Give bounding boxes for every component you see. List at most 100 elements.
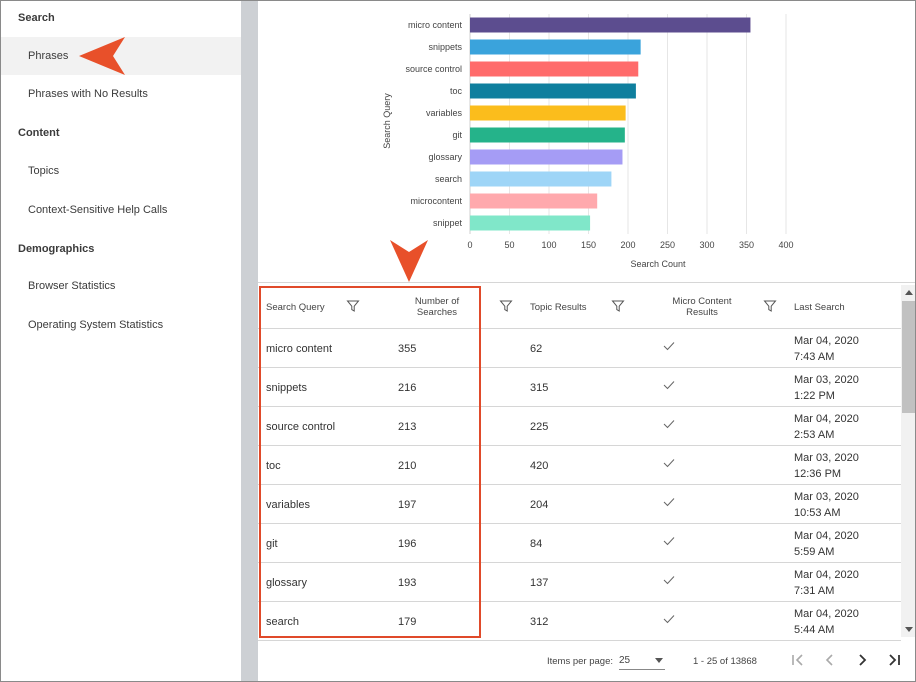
cell-number-of-searches: 213 — [398, 420, 417, 433]
previous-page-icon[interactable] — [822, 652, 838, 668]
cell-last-search: Mar 04, 2020 2:53 AM — [794, 407, 859, 446]
last-page-icon[interactable] — [886, 652, 902, 668]
column-header-topic-results[interactable]: Topic Results — [530, 301, 587, 313]
table-row[interactable]: source control 213 225 Mar 04, 2020 2:53 AM — [258, 407, 901, 446]
last-search-time: 2:53 AM — [794, 428, 835, 441]
cell-topic-results: 420 — [530, 459, 549, 472]
cell-topic-results: 315 — [530, 381, 549, 394]
checkmark-icon — [663, 615, 675, 624]
sidebar-item-context-sensitive-help[interactable]: Context-Sensitive Help Calls — [28, 204, 168, 216]
last-search-time: 10:53 AM — [794, 506, 841, 519]
checkmark-icon — [663, 459, 675, 468]
scroll-up-arrow-icon[interactable] — [905, 290, 913, 295]
last-search-date: Mar 04, 2020 — [794, 607, 859, 620]
last-search-date: Mar 04, 2020 — [794, 334, 859, 347]
table-header: Search Query Number of Searches Topic Re… — [258, 285, 901, 329]
x-tick-label: 100 — [541, 240, 556, 250]
cell-search-query: glossary — [266, 576, 307, 589]
cell-search-query: variables — [266, 498, 311, 511]
sidebar-item-phrases-no-results[interactable]: Phrases with No Results — [28, 88, 148, 100]
sidebar-heading-demographics: Demographics — [18, 243, 95, 255]
cell-number-of-searches: 197 — [398, 498, 417, 511]
sidebar-item-topics[interactable]: Topics — [28, 165, 60, 177]
table-row[interactable]: toc 210 420 Mar 03, 2020 12:36 PM — [258, 446, 901, 485]
x-tick-label: 200 — [620, 240, 635, 250]
sidebar-item-phrases[interactable]: Phrases — [1, 37, 241, 75]
cell-topic-results: 84 — [530, 537, 543, 550]
bar — [470, 39, 641, 55]
cell-topic-results: 62 — [530, 342, 543, 355]
cell-search-query: snippets — [266, 381, 307, 394]
scroll-down-arrow-icon[interactable] — [905, 627, 913, 632]
last-search-date: Mar 04, 2020 — [794, 568, 859, 581]
last-search-time: 1:22 PM — [794, 389, 835, 402]
cell-last-search: Mar 03, 2020 12:36 PM — [794, 446, 859, 485]
table-row[interactable]: variables 197 204 Mar 03, 2020 10:53 AM — [258, 485, 901, 524]
sidebar-item-os-statistics[interactable]: Operating System Statistics — [28, 319, 164, 331]
search-phrases-table: Search Query Number of Searches Topic Re… — [258, 285, 915, 681]
last-search-date: Mar 04, 2020 — [794, 529, 859, 542]
y-tick-label: variables — [426, 108, 463, 118]
table-row[interactable]: micro content 355 62 Mar 04, 2020 7:43 AM — [258, 329, 901, 368]
checkmark-icon — [663, 381, 675, 390]
bar — [470, 61, 639, 77]
scroll-thumb[interactable] — [902, 301, 915, 413]
y-tick-label: git — [452, 130, 462, 140]
y-tick-label: glossary — [428, 152, 462, 162]
column-header-search-query[interactable]: Search Query — [266, 301, 325, 313]
chevron-down-icon — [655, 658, 663, 663]
column-header-micro-content-results[interactable]: Micro Content Results — [672, 296, 732, 318]
cell-last-search: Mar 04, 2020 5:44 AM — [794, 602, 859, 641]
cell-topic-results: 204 — [530, 498, 549, 511]
cell-number-of-searches: 355 — [398, 342, 417, 355]
y-tick-label: source control — [405, 64, 462, 74]
cell-number-of-searches: 196 — [398, 537, 417, 550]
column-header-last-search[interactable]: Last Search — [794, 301, 845, 313]
checkmark-icon — [663, 498, 675, 507]
items-per-page-value: 25 — [619, 655, 631, 666]
items-per-page-label: Items per page: — [547, 656, 614, 667]
items-per-page-select[interactable]: 25 — [619, 652, 665, 670]
table-row[interactable]: git 196 84 Mar 04, 2020 5:59 AM — [258, 524, 901, 563]
filter-icon[interactable] — [611, 299, 625, 313]
filter-icon[interactable] — [499, 299, 513, 313]
cell-number-of-searches: 193 — [398, 576, 417, 589]
last-search-time: 7:43 AM — [794, 350, 835, 363]
y-tick-label: snippet — [433, 218, 463, 228]
sidebar-heading-content: Content — [18, 127, 60, 139]
x-tick-label: 50 — [504, 240, 514, 250]
y-tick-label: microcontent — [410, 196, 462, 206]
last-search-date: Mar 03, 2020 — [794, 373, 859, 386]
filter-icon[interactable] — [763, 299, 777, 313]
column-header-number-of-searches[interactable]: Number of Searches — [414, 296, 460, 318]
x-tick-label: 150 — [581, 240, 596, 250]
y-tick-label: toc — [450, 86, 463, 96]
cell-last-search: Mar 04, 2020 7:43 AM — [794, 329, 859, 368]
filter-icon[interactable] — [346, 299, 360, 313]
bar — [470, 105, 626, 121]
next-page-icon[interactable] — [854, 652, 870, 668]
table-scrollbar[interactable] — [901, 285, 915, 637]
panel-divider[interactable] — [241, 1, 258, 681]
last-search-time: 5:44 AM — [794, 623, 835, 636]
y-tick-label: micro content — [408, 20, 463, 30]
table-row[interactable]: glossary 193 137 Mar 04, 2020 7:31 AM — [258, 563, 901, 602]
sidebar-item-browser-statistics[interactable]: Browser Statistics — [28, 280, 116, 292]
x-tick-label: 250 — [660, 240, 675, 250]
cell-topic-results: 225 — [530, 420, 549, 433]
cell-search-query: search — [266, 615, 300, 628]
paginator: Items per page: 25 1 - 25 of 13868 — [258, 638, 915, 681]
first-page-icon[interactable] — [790, 652, 806, 668]
page-range-label: 1 - 25 of 13868 — [693, 656, 757, 667]
bar — [470, 149, 623, 165]
cell-number-of-searches: 179 — [398, 615, 417, 628]
x-axis-title: Search Count — [630, 259, 686, 269]
last-search-date: Mar 03, 2020 — [794, 490, 859, 503]
cell-last-search: Mar 03, 2020 1:22 PM — [794, 368, 859, 407]
table-row[interactable]: search 179 312 Mar 04, 2020 5:44 AM — [258, 602, 901, 641]
last-search-time: 5:59 AM — [794, 545, 835, 558]
bar — [470, 17, 751, 33]
table-row[interactable]: snippets 216 315 Mar 03, 2020 1:22 PM — [258, 368, 901, 407]
x-tick-label: 350 — [739, 240, 754, 250]
